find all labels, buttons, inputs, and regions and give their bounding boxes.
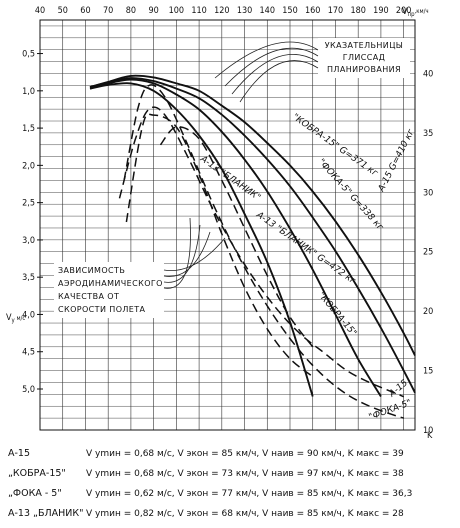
spec-aircraft: А-13 „БЛАНИК" [8, 508, 84, 519]
glide-leader-1 [224, 47, 319, 87]
series-line-2 [89, 78, 382, 397]
top-tick-150: 150 [282, 6, 297, 16]
series-line-6 [123, 84, 404, 419]
spec-values: V ymин = 0,82 м/с, V экон = 68 км/ч, V н… [86, 509, 404, 519]
right-tick-label-25: 25 [423, 248, 433, 258]
series-label-4: "КОБРА-15" [316, 291, 359, 339]
series-label-5: А-15 [387, 378, 410, 400]
left-tick-label-2: 1,5 [22, 124, 35, 134]
quality-box-bg [54, 262, 164, 318]
spec-aircraft: „ФОКА - 5" [8, 488, 62, 499]
top-tick-190: 190 [373, 6, 388, 16]
top-tick-110: 110 [191, 6, 206, 16]
top-axis-unit-rest: ,км/ч [415, 8, 429, 15]
top-axis-unit-sub: пр [408, 11, 416, 18]
top-tick-60: 60 [80, 6, 90, 16]
glide-box-line-0: УКАЗАТЕЛЬНИЦЫ [325, 41, 404, 50]
spec-row: „ФОКА - 5" V ymин = 0,62 м/с, V экон = 77… [8, 488, 412, 506]
spec-aircraft: „КОБРА-15" [8, 468, 66, 479]
series-label-1: А-15 G=410 кг [376, 128, 417, 195]
top-tick-140: 140 [260, 6, 275, 16]
left-tick-label-6: 3,5 [22, 273, 35, 283]
quality-box-line-3: СКОРОСТИ ПОЛЕТА [58, 305, 146, 314]
left-tick-label-4: 2,5 [22, 199, 35, 209]
left-tick-label-9: 5,0 [22, 385, 35, 395]
top-tick-130: 130 [237, 6, 252, 16]
series-line-5 [118, 106, 404, 398]
spec-row: А-13 „БЛАНИК" V ymин = 0,82 м/с, V экон =… [8, 508, 404, 526]
right-axis-unit: K [427, 431, 433, 440]
spec-row: „КОБРА-15" V ymин = 0,68 м/с, V экон = 73… [8, 468, 404, 486]
right-tick-label-20: 20 [423, 307, 433, 317]
series-line-0 [89, 74, 416, 356]
top-tick-40: 40 [35, 6, 45, 16]
top-tick-100: 100 [169, 6, 184, 16]
spec-aircraft: А-15 [8, 448, 31, 459]
spec-row: А-15 V ymин = 0,68 м/с, V экон = 85 км/ч,… [8, 448, 404, 466]
left-tick-label-7: 4,0 [22, 310, 35, 320]
left-tick-label-1: 1,0 [22, 87, 35, 97]
glide-leader-0 [214, 41, 319, 79]
quality-leader-2 [163, 224, 201, 283]
plot-frame [39, 19, 416, 431]
right-tick-label-30: 30 [423, 188, 433, 198]
top-tick-180: 180 [350, 6, 365, 16]
axes: 40 50 60 70 80 90 100 110 120 130 140 150 160 170 180 1… [6, 6, 433, 440]
quality-box-line-1: АЭРОДИНАМИЧЕСКОГО [58, 279, 163, 288]
right-tick-label-15: 15 [423, 367, 433, 377]
glide-leader-3 [239, 60, 319, 103]
top-tick-80: 80 [126, 6, 136, 16]
top-tick-70: 70 [103, 6, 113, 16]
top-tick-170: 170 [328, 6, 343, 16]
left-tick-label-3: 2,0 [22, 161, 35, 171]
left-axis-unit-rest: м/с [15, 315, 26, 322]
series-line-4 [125, 113, 314, 378]
glide-box-bg [318, 38, 410, 78]
right-tick-label-10: 10 [423, 426, 433, 436]
top-tick-90: 90 [148, 6, 158, 16]
series-label-3: А-13 "БЛАНИК" G=472 кг [253, 210, 357, 287]
top-tick-200: 200 [396, 6, 411, 16]
quality-leader-3 [163, 217, 191, 289]
left-tick-label-5: 3,0 [22, 236, 35, 246]
glide-leader-2 [231, 54, 319, 95]
left-axis-unit-sub: y [12, 317, 16, 324]
left-tick-label-0: 0,5 [22, 50, 35, 60]
spec-values: V ymин = 0,68 м/с, V экон = 73 км/ч, V н… [86, 469, 404, 479]
top-tick-160: 160 [305, 6, 320, 16]
series-line-3 [89, 82, 314, 397]
series-layer [89, 74, 416, 419]
glide-box-line-2: ПЛАНИРОВАНИЯ [327, 65, 401, 74]
annotation-layer: УКАЗАТЕЛЬНИЦЫ ГЛИССАД ПЛАНИРОВАНИЯ ЗАВИСИМО… [54, 38, 410, 318]
grid [39, 20, 415, 431]
top-axis-unit: Vпр,км/ч [402, 7, 429, 18]
left-axis-unit: Vy м/с [6, 313, 25, 324]
quality-leader-0 [163, 237, 226, 271]
quality-leader-1 [163, 231, 211, 277]
right-tick-label-40: 40 [423, 69, 433, 79]
top-tick-120: 120 [214, 6, 229, 16]
left-tick-label-8: 4,5 [22, 348, 35, 358]
spec-values: V ymин = 0,62 м/с, V экон = 77 км/ч, V н… [86, 489, 413, 499]
series-label-6: "ФОКА-5" [368, 398, 413, 423]
spec-values: V ymин = 0,68 м/с, V экон = 85 км/ч, V н… [86, 449, 404, 459]
series-line-1 [89, 77, 416, 394]
top-tick-50: 50 [58, 6, 68, 16]
right-tick-label-35: 35 [423, 129, 433, 139]
quality-box-line-0: ЗАВИСИМОСТЬ [58, 266, 125, 275]
glide-box-line-1: ГЛИССАД [343, 53, 386, 62]
quality-box-line-2: КАЧЕСТВА ОТ [58, 292, 119, 301]
polar-chart: 40 50 60 70 80 90 100 110 120 130 140 150 160 170 180 1… [6, 6, 433, 440]
